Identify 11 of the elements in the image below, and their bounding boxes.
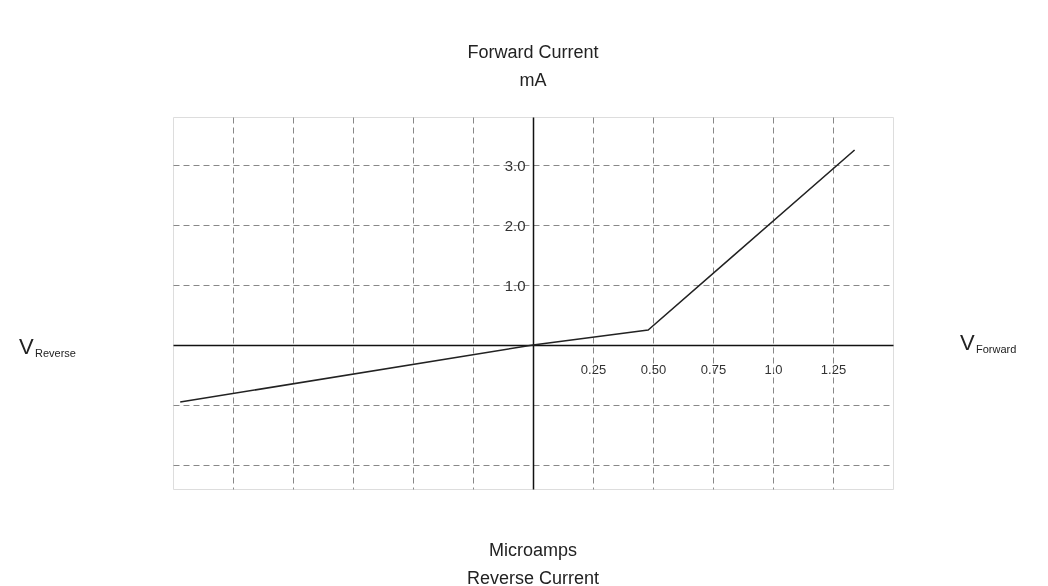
y-tick-label: 2.0	[504, 216, 526, 234]
text: Microamps Reverse Current	[466, 540, 600, 586]
y-tick-label: 3.0	[504, 156, 526, 174]
y-tick-label: 1.0	[504, 276, 526, 294]
x-tick-label: 0.75	[700, 361, 727, 377]
x-tick-label: 0.50	[640, 361, 667, 377]
x-tick-label: 0.25	[580, 361, 607, 377]
y-axis-title: Forward Current mA	[467, 42, 599, 90]
x-tick-label: 1.0	[764, 361, 783, 377]
line-series	[179, 149, 856, 403]
x-tick-label: 1.25	[820, 361, 847, 377]
